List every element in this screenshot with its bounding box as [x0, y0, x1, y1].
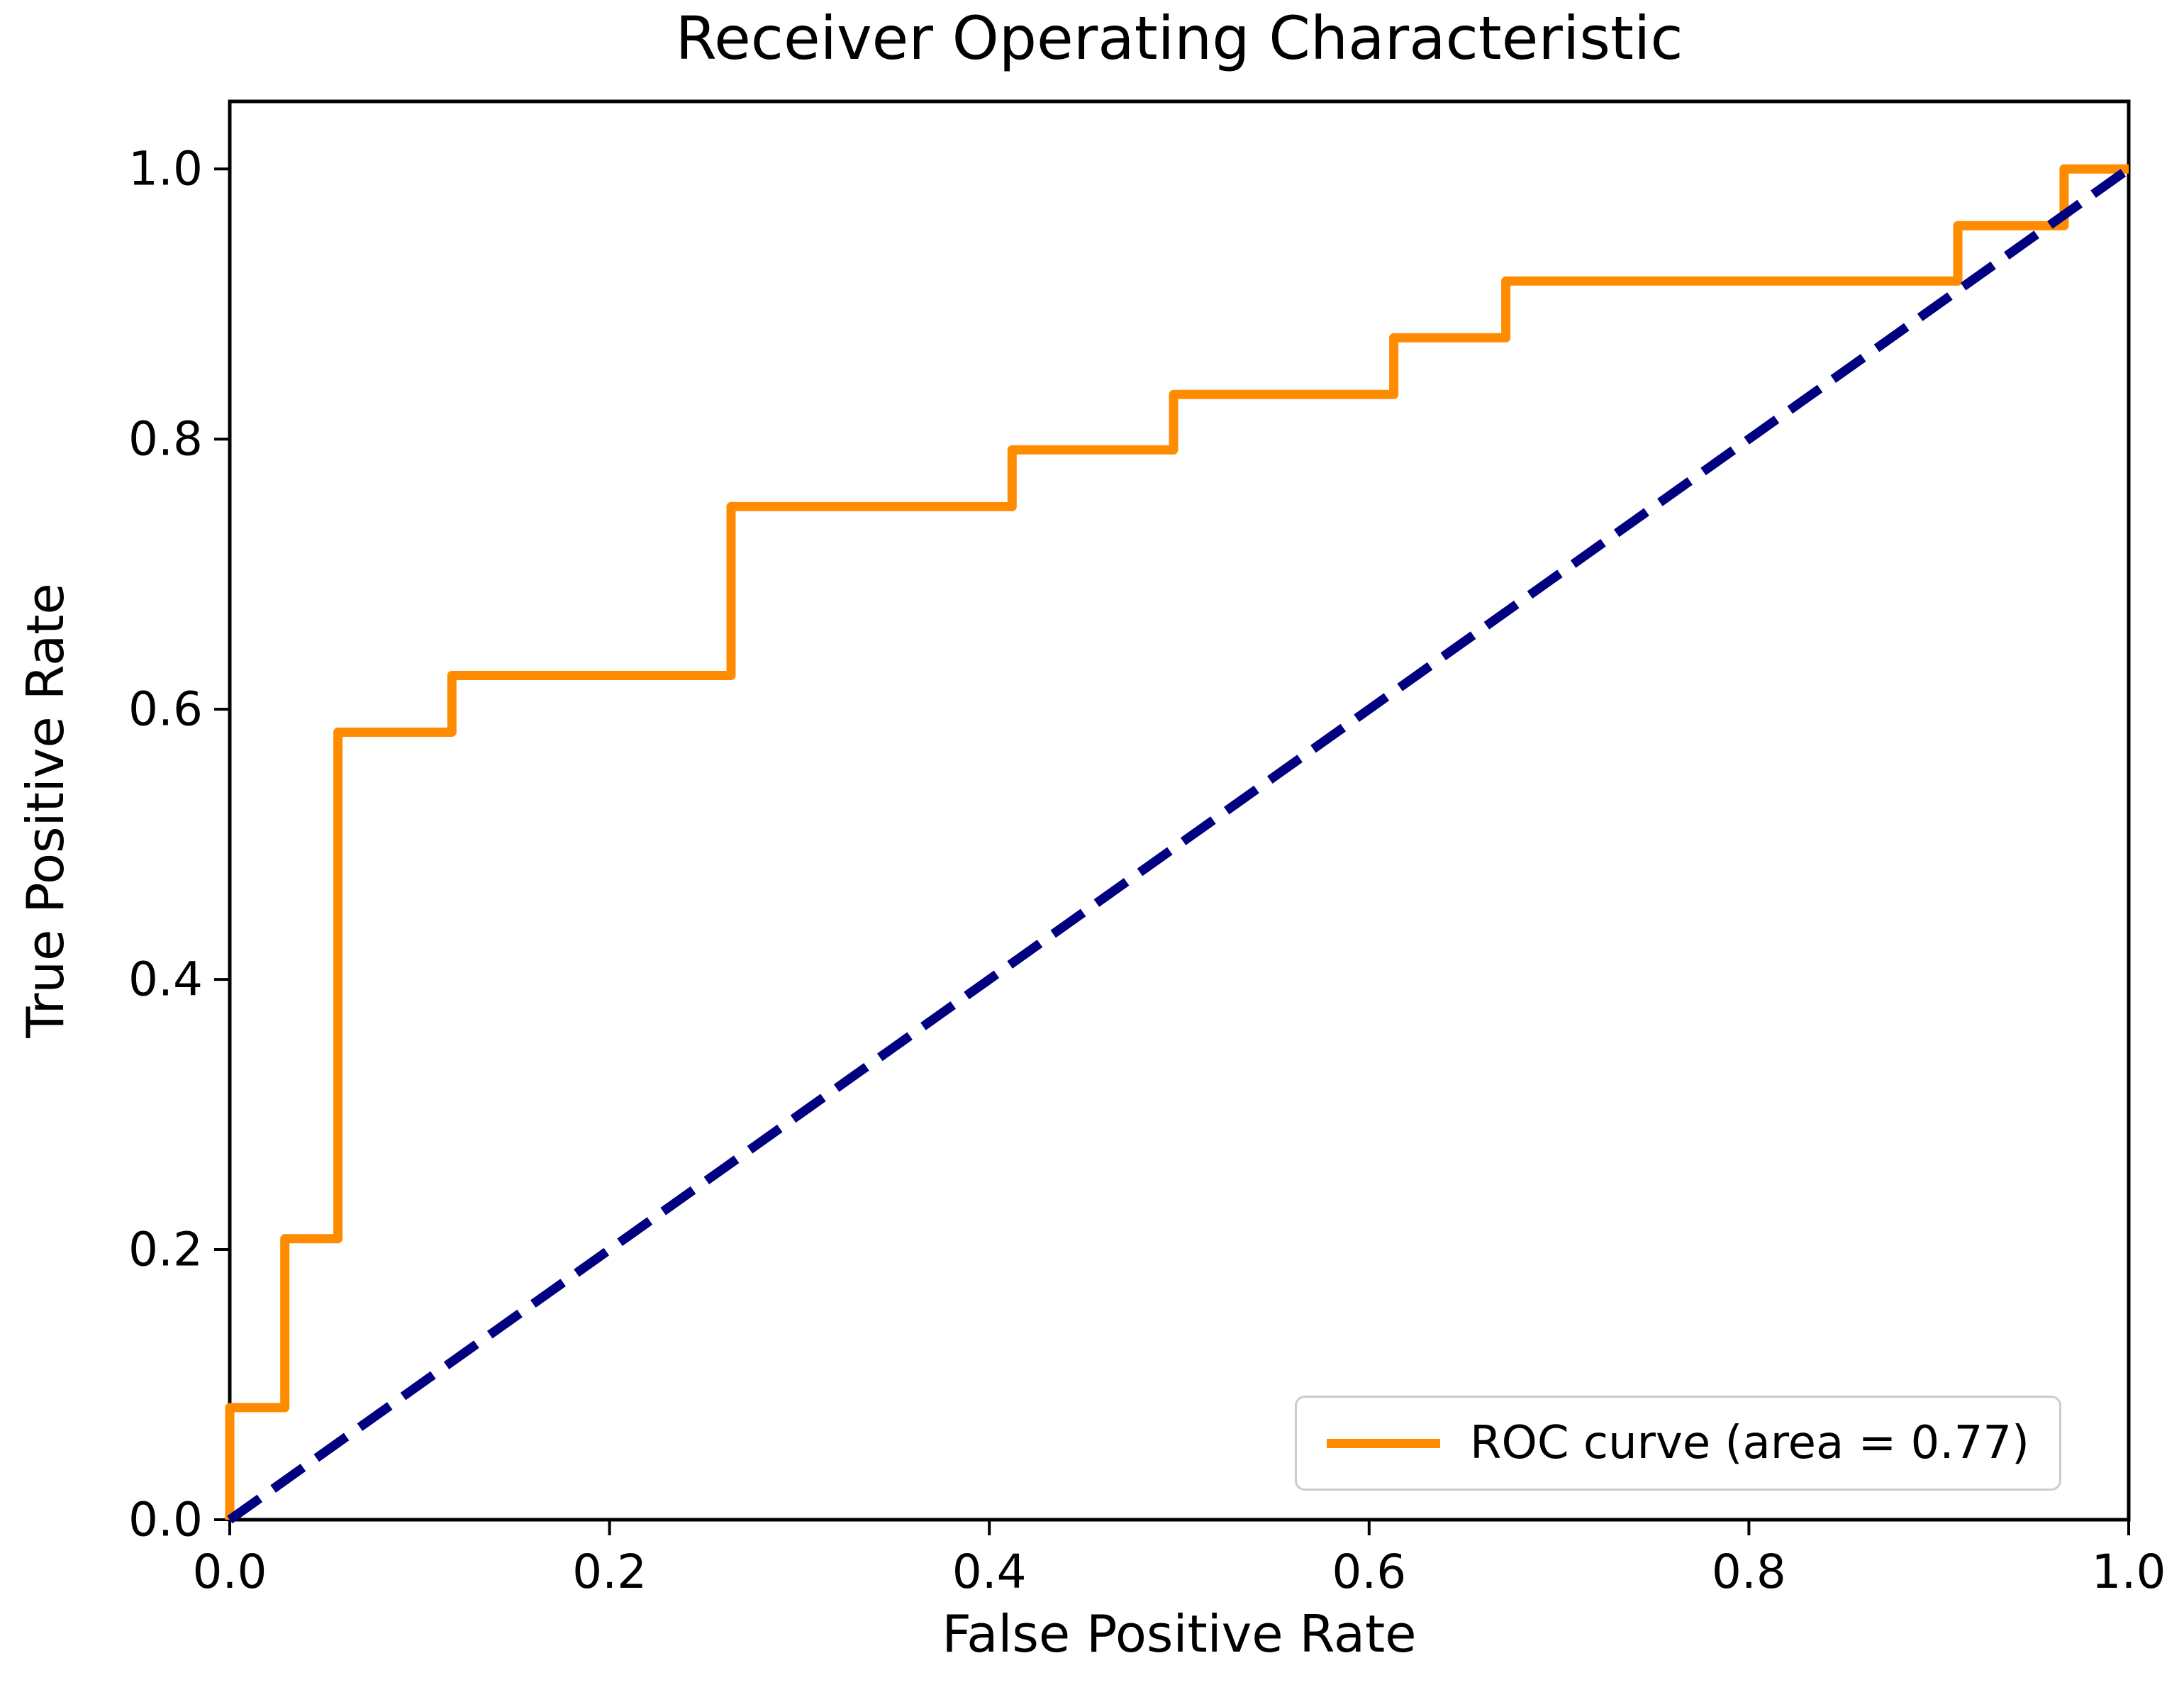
- x-tick-label: 0.4: [952, 1545, 1027, 1599]
- legend: ROC curve (area = 0.77): [1295, 1396, 2061, 1491]
- legend-label: ROC curve (area = 0.77): [1470, 1417, 2029, 1469]
- chance-diagonal-line: [227, 165, 2132, 1524]
- x-tick-label: 1.0: [2092, 1545, 2166, 1599]
- x-tick-label: 0.6: [1332, 1545, 1406, 1599]
- y-tick-label: 1.0: [128, 142, 203, 196]
- x-tick-label: 0.0: [193, 1545, 267, 1599]
- plot-border: [228, 99, 2131, 1522]
- y-tick-label: 0.4: [128, 952, 203, 1007]
- roc-curve-legend-swatch-icon: [1327, 1438, 1440, 1448]
- chart-title: Receiver Operating Characteristic: [675, 4, 1683, 73]
- y-tick-label: 0.0: [128, 1493, 203, 1547]
- roc-curve-line: [225, 164, 2129, 1520]
- x-tick-label: 0.2: [572, 1545, 647, 1599]
- x-axis-label: False Positive Rate: [942, 1604, 1417, 1664]
- x-tick-label: 0.8: [1712, 1545, 1786, 1599]
- y-tick-label: 0.6: [128, 682, 203, 737]
- y-tick-label: 0.8: [128, 412, 203, 467]
- y-tick-label: 0.2: [128, 1223, 203, 1277]
